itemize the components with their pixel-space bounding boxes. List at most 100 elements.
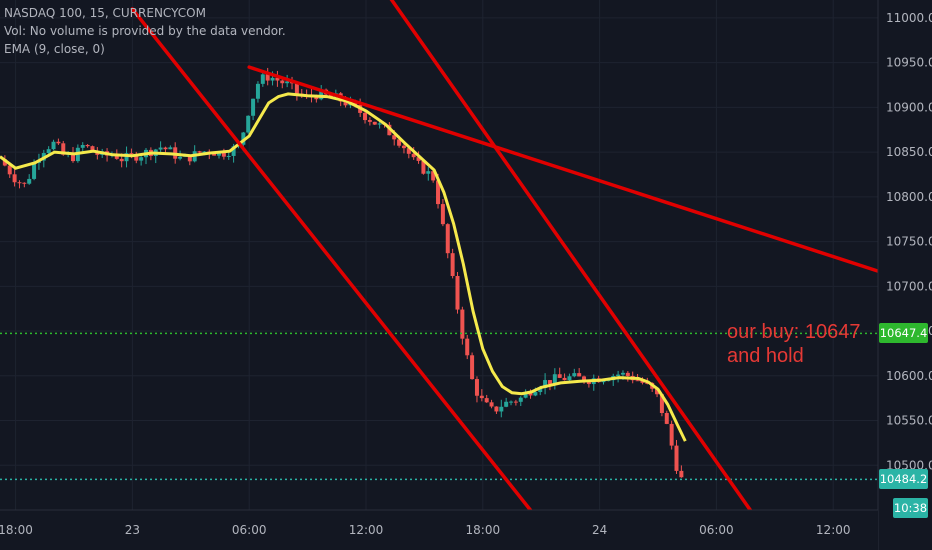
- candle-body: [606, 380, 611, 382]
- candle-body: [275, 77, 280, 81]
- candle-body: [221, 152, 226, 157]
- trendline-upper-shallow[interactable]: [247, 65, 880, 273]
- candle-body: [664, 413, 669, 424]
- candle-body: [679, 470, 684, 478]
- time-axis-bg: [0, 510, 878, 550]
- candle-body: [187, 154, 192, 162]
- candle-body: [674, 445, 679, 471]
- candle-body: [547, 380, 552, 385]
- candle-body: [372, 121, 377, 125]
- annotation-line-1: our buy: 10647: [727, 321, 861, 343]
- candle-body: [178, 156, 183, 159]
- time-tick-label: 18:00: [0, 523, 33, 537]
- candle-body: [231, 146, 236, 156]
- candle-body: [397, 139, 402, 146]
- chart-grid: [0, 0, 878, 510]
- candle-body: [513, 401, 518, 403]
- candle-body: [197, 151, 202, 153]
- candle-body: [401, 145, 406, 149]
- price-tick-label: 10800.0: [886, 190, 932, 204]
- candle-body: [7, 165, 12, 175]
- candle-body: [367, 120, 372, 122]
- candle-body: [436, 180, 441, 205]
- candle-body: [226, 155, 231, 157]
- candle-body: [61, 143, 66, 155]
- candle-body: [260, 74, 265, 84]
- price-lines-layer: [0, 332, 878, 481]
- candle-body: [85, 145, 90, 147]
- ema-line: [0, 92, 687, 442]
- last-price-label: 10484.2: [879, 469, 928, 490]
- candle-body: [119, 158, 124, 162]
- annotation-line-2: and hold: [727, 345, 804, 367]
- time-axis[interactable]: 18:00 23 06:00 12:00 18:00 24 06:00 12:00: [0, 509, 878, 550]
- candle-body: [635, 380, 640, 382]
- bar-countdown-label: 10:38: [893, 498, 928, 519]
- candle-body: [363, 112, 368, 121]
- candle-body: [450, 253, 455, 276]
- candle-body: [285, 81, 290, 84]
- candle-body: [114, 154, 119, 159]
- price-tick-label: 10600.0: [886, 369, 932, 383]
- candle-body: [411, 153, 416, 158]
- candle-body: [557, 374, 562, 378]
- candle-body: [124, 153, 129, 162]
- legend-volume[interactable]: Vol: No volume is provided by the data v…: [4, 24, 286, 38]
- trendlines-layer[interactable]: [130, 0, 880, 550]
- candle-body: [406, 148, 411, 154]
- candle-body: [22, 182, 27, 184]
- trendline-lower-descending[interactable]: [130, 7, 580, 550]
- time-tick-label: 24: [592, 523, 607, 537]
- candle-body: [168, 147, 173, 150]
- candle-body: [217, 152, 222, 156]
- candle-body: [479, 395, 484, 399]
- candle-body: [241, 132, 246, 145]
- candle-body: [494, 406, 499, 412]
- candle-body: [440, 204, 445, 225]
- candle-body: [129, 153, 134, 155]
- candle-body: [572, 373, 577, 377]
- candle-body: [489, 402, 494, 407]
- candle-body: [294, 83, 299, 94]
- candle-body: [32, 162, 37, 179]
- candle-body: [465, 338, 470, 356]
- buy-annotation[interactable]: our buy: 10647 and hold: [727, 320, 860, 368]
- candle-body: [533, 392, 538, 396]
- candle-body: [625, 372, 630, 376]
- candle-body: [445, 224, 450, 254]
- candle-body: [319, 89, 324, 100]
- candle-body: [265, 74, 270, 81]
- candle-body: [601, 380, 606, 383]
- candle-body: [669, 423, 674, 446]
- candle-body: [509, 401, 514, 403]
- legend-ema[interactable]: EMA (9, close, 0): [4, 42, 105, 56]
- candle-body: [328, 94, 333, 98]
- candle-body: [586, 381, 591, 385]
- candle-body: [139, 157, 144, 161]
- time-tick-label: 18:00: [466, 523, 501, 537]
- candle-body: [552, 374, 557, 385]
- trendline-upper-descending[interactable]: [385, 0, 794, 550]
- candle-body: [246, 115, 251, 133]
- candle-body: [71, 153, 76, 162]
- candle-body: [90, 146, 95, 152]
- candle-body: [538, 387, 543, 393]
- candle-body: [426, 171, 431, 174]
- candle-body: [499, 406, 504, 412]
- candle-body: [255, 83, 260, 99]
- candle-body: [314, 97, 319, 100]
- legend-symbol[interactable]: NASDAQ 100, 15, CURRENCYCOM: [4, 6, 206, 20]
- price-axis[interactable]: 11000.0 10950.0 10900.0 10850.0 10800.0 10750…: [877, 0, 932, 550]
- candle-body: [46, 149, 51, 154]
- candle-body: [659, 394, 664, 414]
- candle-body: [158, 147, 163, 150]
- candle-body: [392, 135, 397, 140]
- candle-body: [134, 154, 139, 161]
- price-axis-bg: [878, 0, 932, 550]
- candle-body: [163, 147, 168, 150]
- candle-body: [80, 145, 85, 148]
- candle-body: [474, 379, 479, 396]
- candle-body: [431, 171, 436, 181]
- chart-legend: NASDAQ 100, 15, CURRENCYCOM Vol: No volu…: [4, 4, 286, 58]
